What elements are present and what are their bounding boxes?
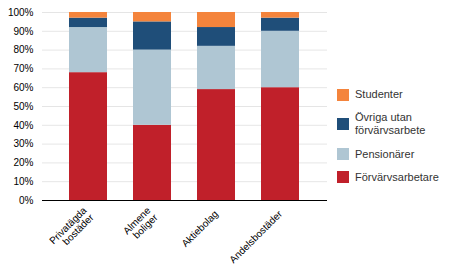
svg-text:Andelsbostäder: Andelsbostäder [227, 208, 284, 265]
svg-text:30%: 30% [13, 138, 33, 149]
svg-text:Almeneboliger: Almeneboliger [121, 204, 160, 243]
svg-text:40%: 40% [13, 120, 33, 131]
html-text:Studenter: Studenter [355, 88, 403, 100]
html-text:Pensionärer: Pensionärer [355, 147, 415, 160]
svg-text:Aktiebolag: Aktiebolag [179, 208, 220, 249]
svg-text:60%: 60% [13, 82, 33, 93]
svg-text:Privatägdabostäder: Privatägdabostäder [47, 204, 96, 253]
svg-text:10%: 10% [13, 176, 33, 187]
svg-text:90%: 90% [13, 26, 33, 37]
html-text:Övriga utan förvärvsarbete: Övriga utan förvärvsarbete [355, 111, 426, 137]
svg-text:80%: 80% [13, 44, 33, 55]
svg-text:50%: 50% [13, 101, 33, 112]
svg-text:70%: 70% [13, 63, 33, 74]
html-text:Förvärvsarbetare: Förvärvsarbetare [355, 170, 439, 183]
svg-text:20%: 20% [13, 157, 33, 168]
svg-text:100%: 100% [8, 7, 34, 18]
svg-text:0%: 0% [19, 195, 34, 206]
